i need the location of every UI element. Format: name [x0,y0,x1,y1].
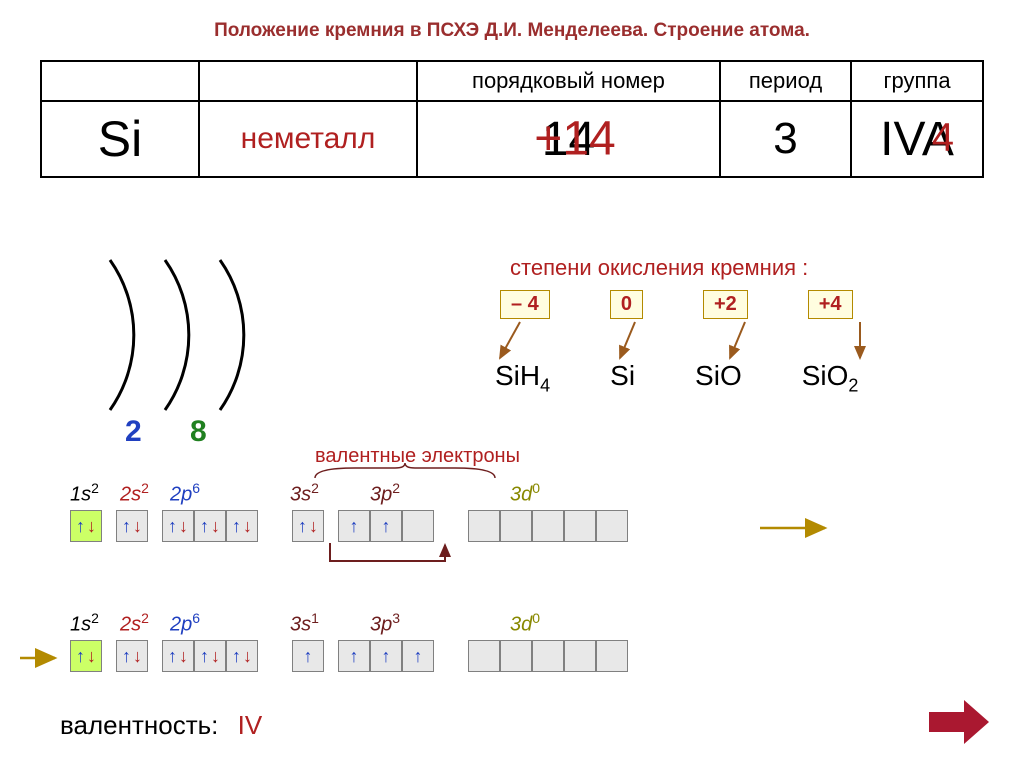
orbital-label: 3d0 [510,610,660,637]
compound-2: SiO [695,360,742,397]
orbital-label: 1s2 [70,480,120,507]
shell-electrons-2: 8 [190,415,207,449]
orb-3d [564,640,596,672]
orb-2p: ↑↓ [162,640,194,672]
compounds: SiH4 Si SiO SiO2 [495,360,858,397]
orbital-row-2: ↑↓ ↑↓ ↑↓ ↑↓ ↑↓ ↑ ↑ ↑ ↑ [70,640,628,672]
shell-electrons-1: 2 [125,415,142,449]
orb-2s: ↑↓ [116,640,148,672]
orb-3d [500,510,532,542]
orb-3d [468,510,500,542]
orb-2p: ↑↓ [162,510,194,542]
config-labels-1: 1s22s22p63s23p23d0 [70,480,660,507]
hdr-period: период [720,61,851,101]
orb-3d [564,510,596,542]
orb-3p: ↑ [402,640,434,672]
orb-3p [402,510,434,542]
orbital-label: 3p3 [370,610,510,637]
orb-3d [468,640,500,672]
hdr-blank1 [41,61,199,101]
orb-3d [596,640,628,672]
orbital-label: 2s2 [120,610,170,637]
oxidation-label: степени окисления кремния : [510,255,808,281]
orb-3p: ↑ [370,640,402,672]
orb-1s: ↑↓ [70,510,102,542]
period-value: 3 [720,101,851,177]
atomic-red: +14 [534,112,615,167]
hdr-blank2 [199,61,417,101]
hdr-group: группа [851,61,983,101]
orb-3p: ↑ [338,510,370,542]
compound-1: Si [610,360,635,397]
compound-3: SiO2 [802,360,859,397]
orbital-label: 3d0 [510,480,660,507]
valence-electrons-label: валентные электроны [315,445,520,468]
orb-2p: ↑↓ [226,510,258,542]
orb-3p: ↑ [370,510,402,542]
orbital-label: 1s2 [70,610,120,637]
electron-shells [80,250,300,420]
orb-2p: ↑↓ [226,640,258,672]
orb-3d [532,640,564,672]
orbital-label: 3s1 [290,610,370,637]
compound-0: SiH4 [495,360,550,397]
config-labels-2: 1s22s22p63s13p33d0 [70,610,660,637]
group-value: IVA 4 [851,101,983,177]
next-arrow-icon[interactable] [924,697,994,747]
promotion-arrow [315,543,565,573]
orbital-label: 2p6 [170,610,290,637]
group-red: 4 [932,116,954,161]
orbital-label: 3p2 [370,480,510,507]
orbital-row-1: ↑↓ ↑↓ ↑↓ ↑↓ ↑↓ ↑↓ ↑ ↑ [70,510,628,542]
orbital-label: 3s2 [290,480,370,507]
orb-3d [596,510,628,542]
element-table: порядковый номер период группа Si немета… [40,60,984,178]
orb-2p: ↑↓ [194,640,226,672]
valence-result: валентность: IV [60,710,262,741]
orb-3p: ↑ [338,640,370,672]
orb-3d [532,510,564,542]
orb-3s: ↑ [292,640,324,672]
orbital-label: 2p6 [170,480,290,507]
atomic-number: 14 +14 [417,101,720,177]
orb-3d [500,640,532,672]
orb-3s: ↑↓ [292,510,324,542]
orbital-label: 2s2 [120,480,170,507]
orb-2p: ↑↓ [194,510,226,542]
olive-arrow-1 [760,520,840,540]
valence-value: IV [238,710,263,740]
hdr-atomic: порядковый номер [417,61,720,101]
orb-1s: ↑↓ [70,640,102,672]
olive-arrow-2 [20,650,70,670]
element-symbol: Si [41,101,199,177]
element-type: неметалл [199,101,417,177]
valence-label: валентность: [60,710,218,740]
orb-2s: ↑↓ [116,510,148,542]
page-title: Положение кремния в ПСХЭ Д.И. Менделеева… [40,20,984,42]
